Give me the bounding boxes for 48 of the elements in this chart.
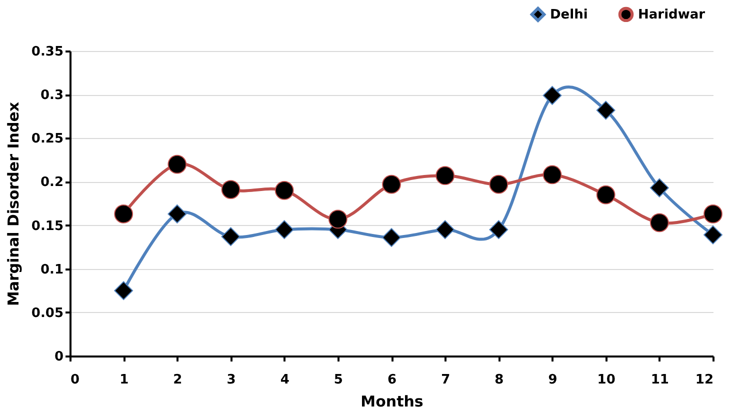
point	[114, 204, 134, 224]
point	[168, 204, 187, 224]
point	[168, 154, 187, 174]
y-tick-label: 0	[54, 350, 64, 364]
legend-label: Delhi	[550, 7, 588, 22]
point	[489, 174, 508, 194]
x-tick-label: 12	[695, 372, 714, 388]
x-tick-label: 3	[226, 372, 236, 388]
y-tick-label: 0.35	[31, 44, 64, 60]
y-tick-label: 0.2	[40, 175, 64, 190]
point	[596, 100, 616, 120]
point	[328, 210, 348, 229]
point	[650, 178, 669, 198]
y-tick-label: 0.25	[31, 132, 64, 147]
y-tick-label: 0.15	[31, 218, 64, 234]
y-tick-label: 0.05	[31, 306, 64, 321]
x-tick-label: 6	[387, 372, 397, 388]
point	[221, 180, 240, 199]
x-tick-label: 11	[650, 372, 669, 388]
y-tick-label: 0.1	[40, 262, 64, 278]
x-tick-label: 7	[441, 372, 450, 388]
x-tick-label: 0	[70, 372, 80, 388]
point	[596, 185, 616, 204]
point	[436, 166, 455, 186]
y-tick-label: 0.3	[40, 88, 64, 104]
point	[274, 220, 294, 240]
point	[436, 220, 455, 240]
x-tick-label: 4	[280, 372, 290, 388]
point	[382, 174, 401, 194]
x-tick-label: 10	[597, 372, 616, 388]
point	[221, 227, 240, 246]
x-tick-label: 8	[494, 372, 504, 388]
x-axis-title: Months	[360, 392, 424, 410]
point	[650, 213, 669, 232]
y-axis-title: Marginal Disorder Index	[4, 102, 22, 306]
x-tick-label: 1	[120, 372, 129, 388]
point	[382, 228, 401, 247]
point	[542, 165, 562, 184]
legend-label: Haridwar	[638, 7, 706, 22]
point	[114, 281, 134, 300]
point	[704, 225, 722, 244]
point	[274, 181, 294, 200]
x-tick-label: 9	[548, 372, 558, 388]
point	[542, 86, 562, 105]
point	[704, 204, 722, 224]
x-tick-label: 5	[334, 372, 343, 388]
point	[489, 220, 508, 240]
x-tick-label: 2	[173, 372, 182, 388]
